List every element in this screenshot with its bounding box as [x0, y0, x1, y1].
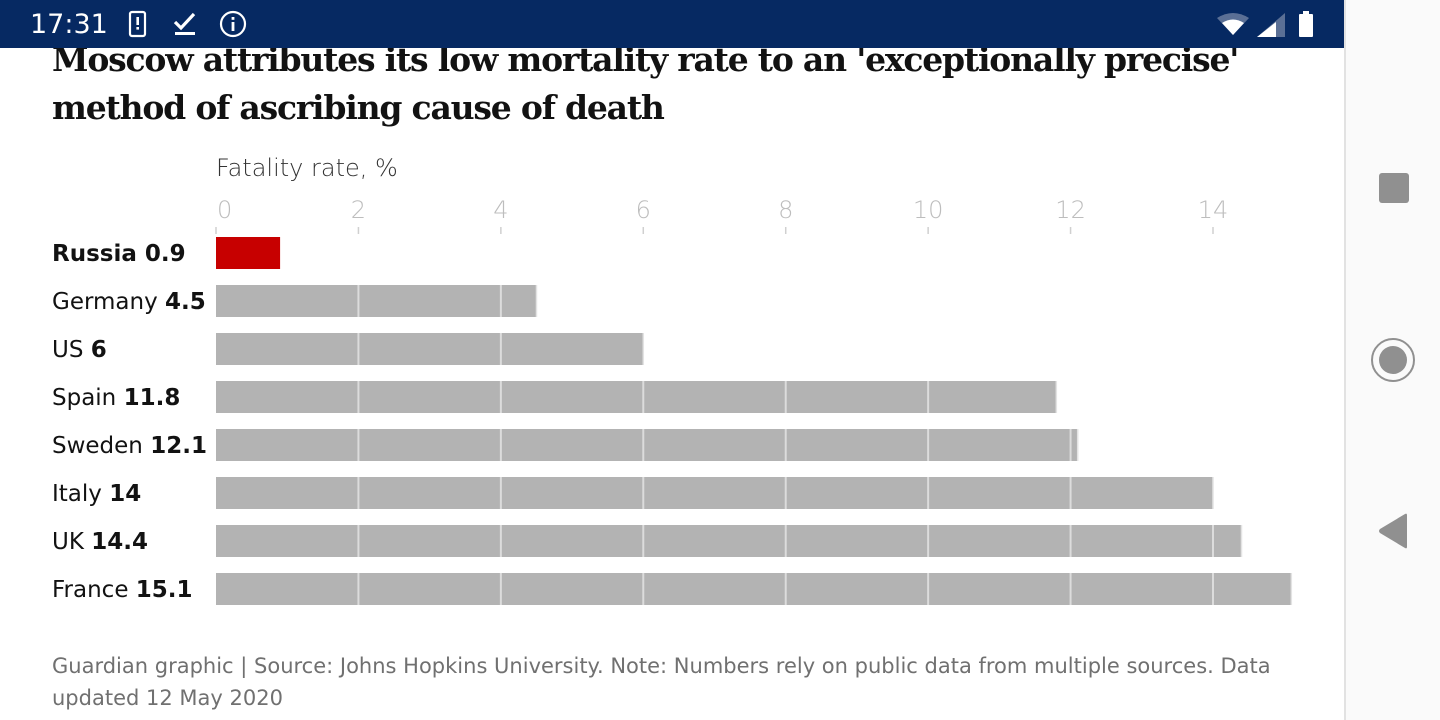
x-tick-label: 6: [636, 196, 651, 224]
cell-signal-icon: [1256, 12, 1286, 43]
category-label: US 6: [52, 337, 107, 363]
category-name: France: [52, 577, 136, 603]
article-title-region: Moscow attributes its low mortality rate…: [0, 48, 1344, 148]
bar-spain: [216, 381, 1057, 413]
back-button[interactable]: [1376, 512, 1410, 555]
category-name: US: [52, 337, 91, 363]
home-button[interactable]: [1370, 337, 1416, 388]
navigation-bar: [1344, 0, 1440, 720]
bar-italy: [216, 477, 1213, 509]
download-done-icon: [172, 10, 198, 43]
value-label: 11.8: [124, 385, 181, 411]
status-bar: 17:31: [0, 0, 1344, 48]
value-label: 6: [91, 337, 107, 363]
category-label: Sweden 12.1: [52, 433, 207, 459]
category-label: Italy 14: [52, 481, 141, 507]
x-tick-label: 14: [1198, 196, 1229, 224]
bar-us: [216, 333, 644, 365]
bar-france: [216, 573, 1292, 605]
home-circle-icon: [1371, 338, 1415, 382]
bar-germany: [216, 285, 537, 317]
status-time: 17:31: [30, 9, 108, 40]
value-label: 15.1: [136, 577, 193, 603]
source-line-1: Guardian graphic | Source: Johns Hopkins…: [52, 654, 1271, 678]
value-label: 12.1: [150, 433, 207, 459]
bar-uk: [216, 525, 1242, 557]
x-tick-label: 12: [1055, 196, 1086, 224]
bar-chart: 0 2 4 6 8 10 12 14 Russia 0.9 Germany 4.5 US 6 Spai…: [52, 196, 1293, 605]
bar-russia: [216, 237, 281, 269]
value-label: 0.9: [145, 241, 186, 267]
x-axis-label: Fatality rate, %: [216, 154, 398, 182]
category-name: Spain: [52, 385, 124, 411]
category-label: France 15.1: [52, 577, 193, 603]
category-label: Germany 4.5: [52, 289, 206, 315]
chart-title-line-2: method of ascribing cause of death: [52, 88, 665, 127]
phone-alert-icon: [128, 10, 148, 43]
chart-title: Moscow attributes its low mortality rate…: [52, 48, 1322, 132]
x-tick-label: 4: [493, 196, 508, 224]
category-name: Russia: [52, 241, 145, 267]
battery-icon: [1298, 11, 1314, 44]
info-icon: [218, 10, 248, 45]
category-label: Spain 11.8: [52, 385, 180, 411]
category-name: Sweden: [52, 433, 150, 459]
value-label: 4.5: [165, 289, 206, 315]
category-label: UK 14.4: [52, 529, 148, 555]
category-name: Italy: [52, 481, 109, 507]
chart-title-line-1: Moscow attributes its low mortality rate…: [52, 48, 1239, 79]
recents-button[interactable]: [1378, 172, 1410, 209]
source-line-2: updated 12 May 2020: [52, 686, 283, 710]
value-label: 14: [109, 481, 141, 507]
x-tick-label: 8: [778, 196, 793, 224]
x-tick-label: 2: [351, 196, 366, 224]
chart-source-note: Guardian graphic | Source: Johns Hopkins…: [52, 650, 1322, 714]
bar-sweden: [216, 429, 1078, 461]
wifi-icon: [1216, 12, 1250, 41]
category-label: Russia 0.9: [52, 241, 186, 267]
x-tick-label: 10: [913, 196, 944, 224]
category-name: UK: [52, 529, 91, 555]
square-icon: [1379, 173, 1409, 203]
category-name: Germany: [52, 289, 165, 315]
back-triangle-icon: [1379, 513, 1407, 549]
x-tick-label: 0: [217, 196, 232, 224]
value-label: 14.4: [91, 529, 148, 555]
